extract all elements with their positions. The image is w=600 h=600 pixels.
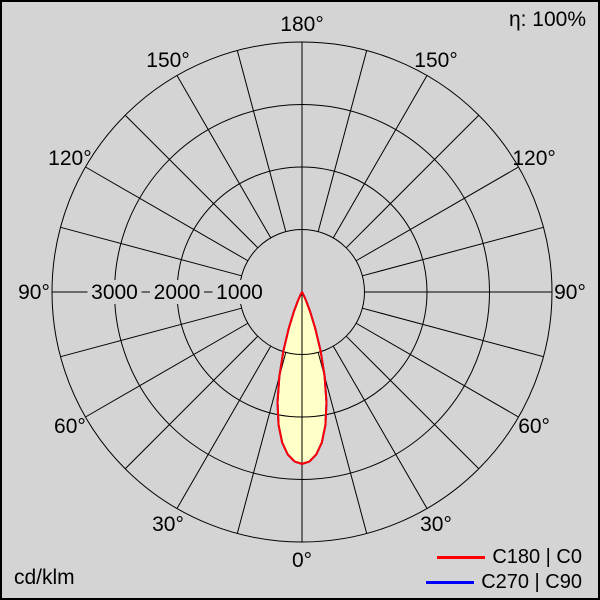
svg-text:90°: 90°: [554, 281, 586, 304]
legend-item-c270-c90: C270 | C90: [426, 571, 582, 593]
svg-text:60°: 60°: [518, 415, 550, 438]
svg-text:180°: 180°: [280, 13, 323, 36]
svg-text:120°: 120°: [512, 147, 555, 170]
legend-line-c180-c0: [437, 555, 486, 559]
svg-text:150°: 150°: [414, 49, 457, 72]
svg-text:90°: 90°: [18, 281, 50, 304]
svg-text:120°: 120°: [48, 147, 91, 170]
svg-text:60°: 60°: [54, 415, 86, 438]
svg-text:3000: 3000: [91, 281, 138, 304]
svg-text:1000: 1000: [216, 281, 263, 304]
legend-label-c270-c90: C270 | C90: [481, 571, 582, 593]
legend-item-c180-c0: C180 | C0: [437, 546, 582, 568]
svg-text:30°: 30°: [152, 513, 184, 536]
legend: C180 | C0 C270 | C90: [426, 546, 582, 593]
units-label: cd/klm: [14, 566, 75, 589]
svg-text:0°: 0°: [292, 549, 312, 572]
legend-label-c180-c0: C180 | C0: [492, 546, 582, 568]
svg-text:150°: 150°: [146, 49, 189, 72]
efficiency-label: η: 100%: [508, 8, 586, 31]
svg-text:30°: 30°: [420, 513, 452, 536]
legend-line-c270-c90: [426, 580, 475, 584]
svg-text:2000: 2000: [154, 281, 201, 304]
